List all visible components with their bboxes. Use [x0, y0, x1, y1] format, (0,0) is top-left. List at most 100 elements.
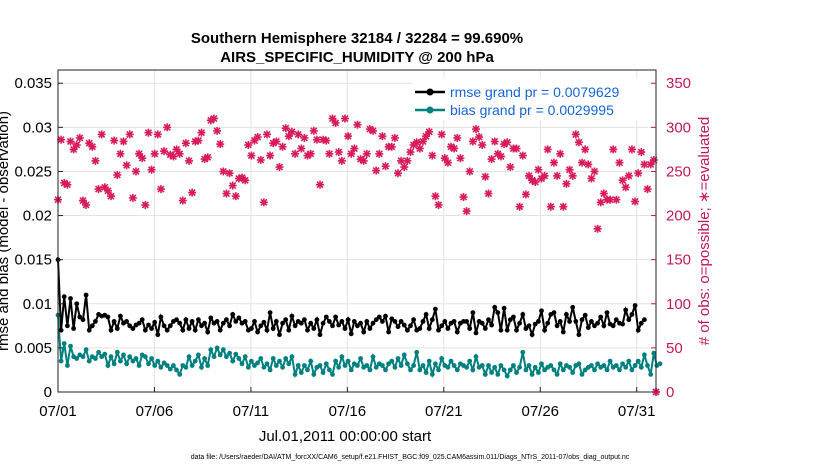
rmse-point: [479, 320, 485, 326]
bias-point: [348, 367, 354, 373]
rmse-point: [408, 323, 413, 329]
bias-point: [133, 356, 139, 361]
legend-bias-marker: [426, 106, 434, 114]
rmse-point: [498, 327, 504, 333]
bias-point: [96, 349, 101, 355]
bias-point: [186, 354, 192, 360]
bias-point: [286, 361, 292, 367]
obs-point: [637, 148, 646, 157]
rmse-point: [330, 323, 335, 329]
obs-point: [406, 148, 415, 157]
rmse-point: [292, 323, 298, 329]
y-axis-left: 0 0.005 0.01 0.015 0.02 0.025 0.03 0.035: [14, 75, 63, 401]
bias-point: [479, 363, 485, 368]
rmse-point: [355, 323, 360, 329]
rmse-point: [302, 317, 307, 323]
bias-point: [230, 358, 236, 364]
bias-point: [211, 354, 217, 360]
obs-point: [568, 171, 577, 180]
bias-point: [355, 363, 360, 368]
rmse-point: [632, 303, 638, 308]
bias-point: [208, 347, 214, 353]
rmse-point: [136, 320, 142, 326]
obs-point: [465, 167, 474, 176]
bias-point: [417, 367, 423, 373]
rmse-point: [158, 314, 164, 320]
bias-point: [526, 363, 532, 368]
rmse-point: [242, 319, 248, 324]
rmse-point: [582, 312, 588, 318]
obs-point: [621, 183, 630, 192]
obs-point: [609, 145, 618, 154]
bias-point: [657, 361, 663, 367]
bias-point: [155, 358, 161, 364]
rmse-point: [429, 317, 435, 323]
rmse-point: [367, 326, 373, 331]
rmse-point: [118, 313, 123, 319]
rmse-point: [473, 330, 479, 336]
rmse-point: [196, 317, 201, 323]
bias-point: [467, 358, 473, 364]
obs-point: [125, 130, 134, 139]
bias-point: [320, 370, 326, 375]
rmse-point: [327, 319, 332, 324]
chart-title: Southern Hemisphere 32184 / 32284 = 99.6…: [191, 30, 523, 47]
obs-point: [138, 154, 147, 163]
rmse-point: [217, 327, 223, 333]
rmse-point: [77, 314, 83, 320]
rmse-point: [270, 326, 276, 331]
bias-point: [651, 350, 657, 356]
rmse-point: [638, 320, 644, 326]
obs-point: [88, 142, 97, 151]
bias-point: [517, 364, 522, 370]
bias-point: [539, 361, 544, 367]
obs-point: [643, 185, 652, 194]
obs-point: [119, 137, 128, 146]
rmse-point: [405, 327, 410, 333]
rmse-point: [507, 317, 513, 323]
bias-point: [227, 350, 233, 356]
bias-point: [58, 358, 64, 364]
bias-point: [270, 356, 276, 361]
bias-point: [392, 364, 398, 370]
rmse-point: [202, 320, 208, 326]
obs-point: [372, 166, 381, 175]
obs-point: [122, 161, 131, 170]
obs-point: [490, 137, 499, 146]
rmse-point: [124, 319, 129, 324]
bias-point: [617, 367, 622, 373]
bias-point: [121, 352, 126, 358]
obs-point: [131, 167, 140, 176]
bias-point: [239, 361, 245, 367]
obs-point: [331, 118, 340, 127]
rmse-point: [230, 312, 236, 317]
obs-point: [281, 124, 290, 133]
obs-point: [259, 198, 268, 207]
legend-rmse-marker: [426, 88, 434, 96]
rmse-point: [336, 322, 342, 328]
obs-point: [369, 126, 378, 135]
bias-point: [171, 363, 176, 368]
bias-point: [146, 361, 151, 367]
obs-point: [512, 144, 521, 153]
rmse-point: [351, 319, 357, 324]
obs-point: [284, 132, 293, 141]
x-axis: 07/01 07/06 07/11 07/16 07/21 07/26 07/31: [39, 387, 655, 420]
rmse-point: [426, 326, 432, 331]
obs-point: [400, 163, 409, 172]
obs-point: [362, 149, 371, 158]
bias-point: [202, 356, 208, 361]
bias-point: [386, 361, 391, 367]
y-tick-label-left: 0.015: [14, 252, 52, 269]
rmse-point: [58, 327, 64, 333]
rmse-point: [146, 322, 151, 328]
legend: rmse grand pr = 0.0079629 bias grand pr …: [412, 78, 648, 120]
rmse-point: [501, 305, 507, 311]
bias-point: [439, 356, 445, 361]
obs-point: [82, 200, 91, 209]
rmse-point: [139, 317, 145, 323]
obs-point: [581, 145, 590, 154]
rmse-point: [267, 310, 273, 315]
obs-point: [85, 139, 94, 148]
bias-point: [648, 372, 654, 377]
